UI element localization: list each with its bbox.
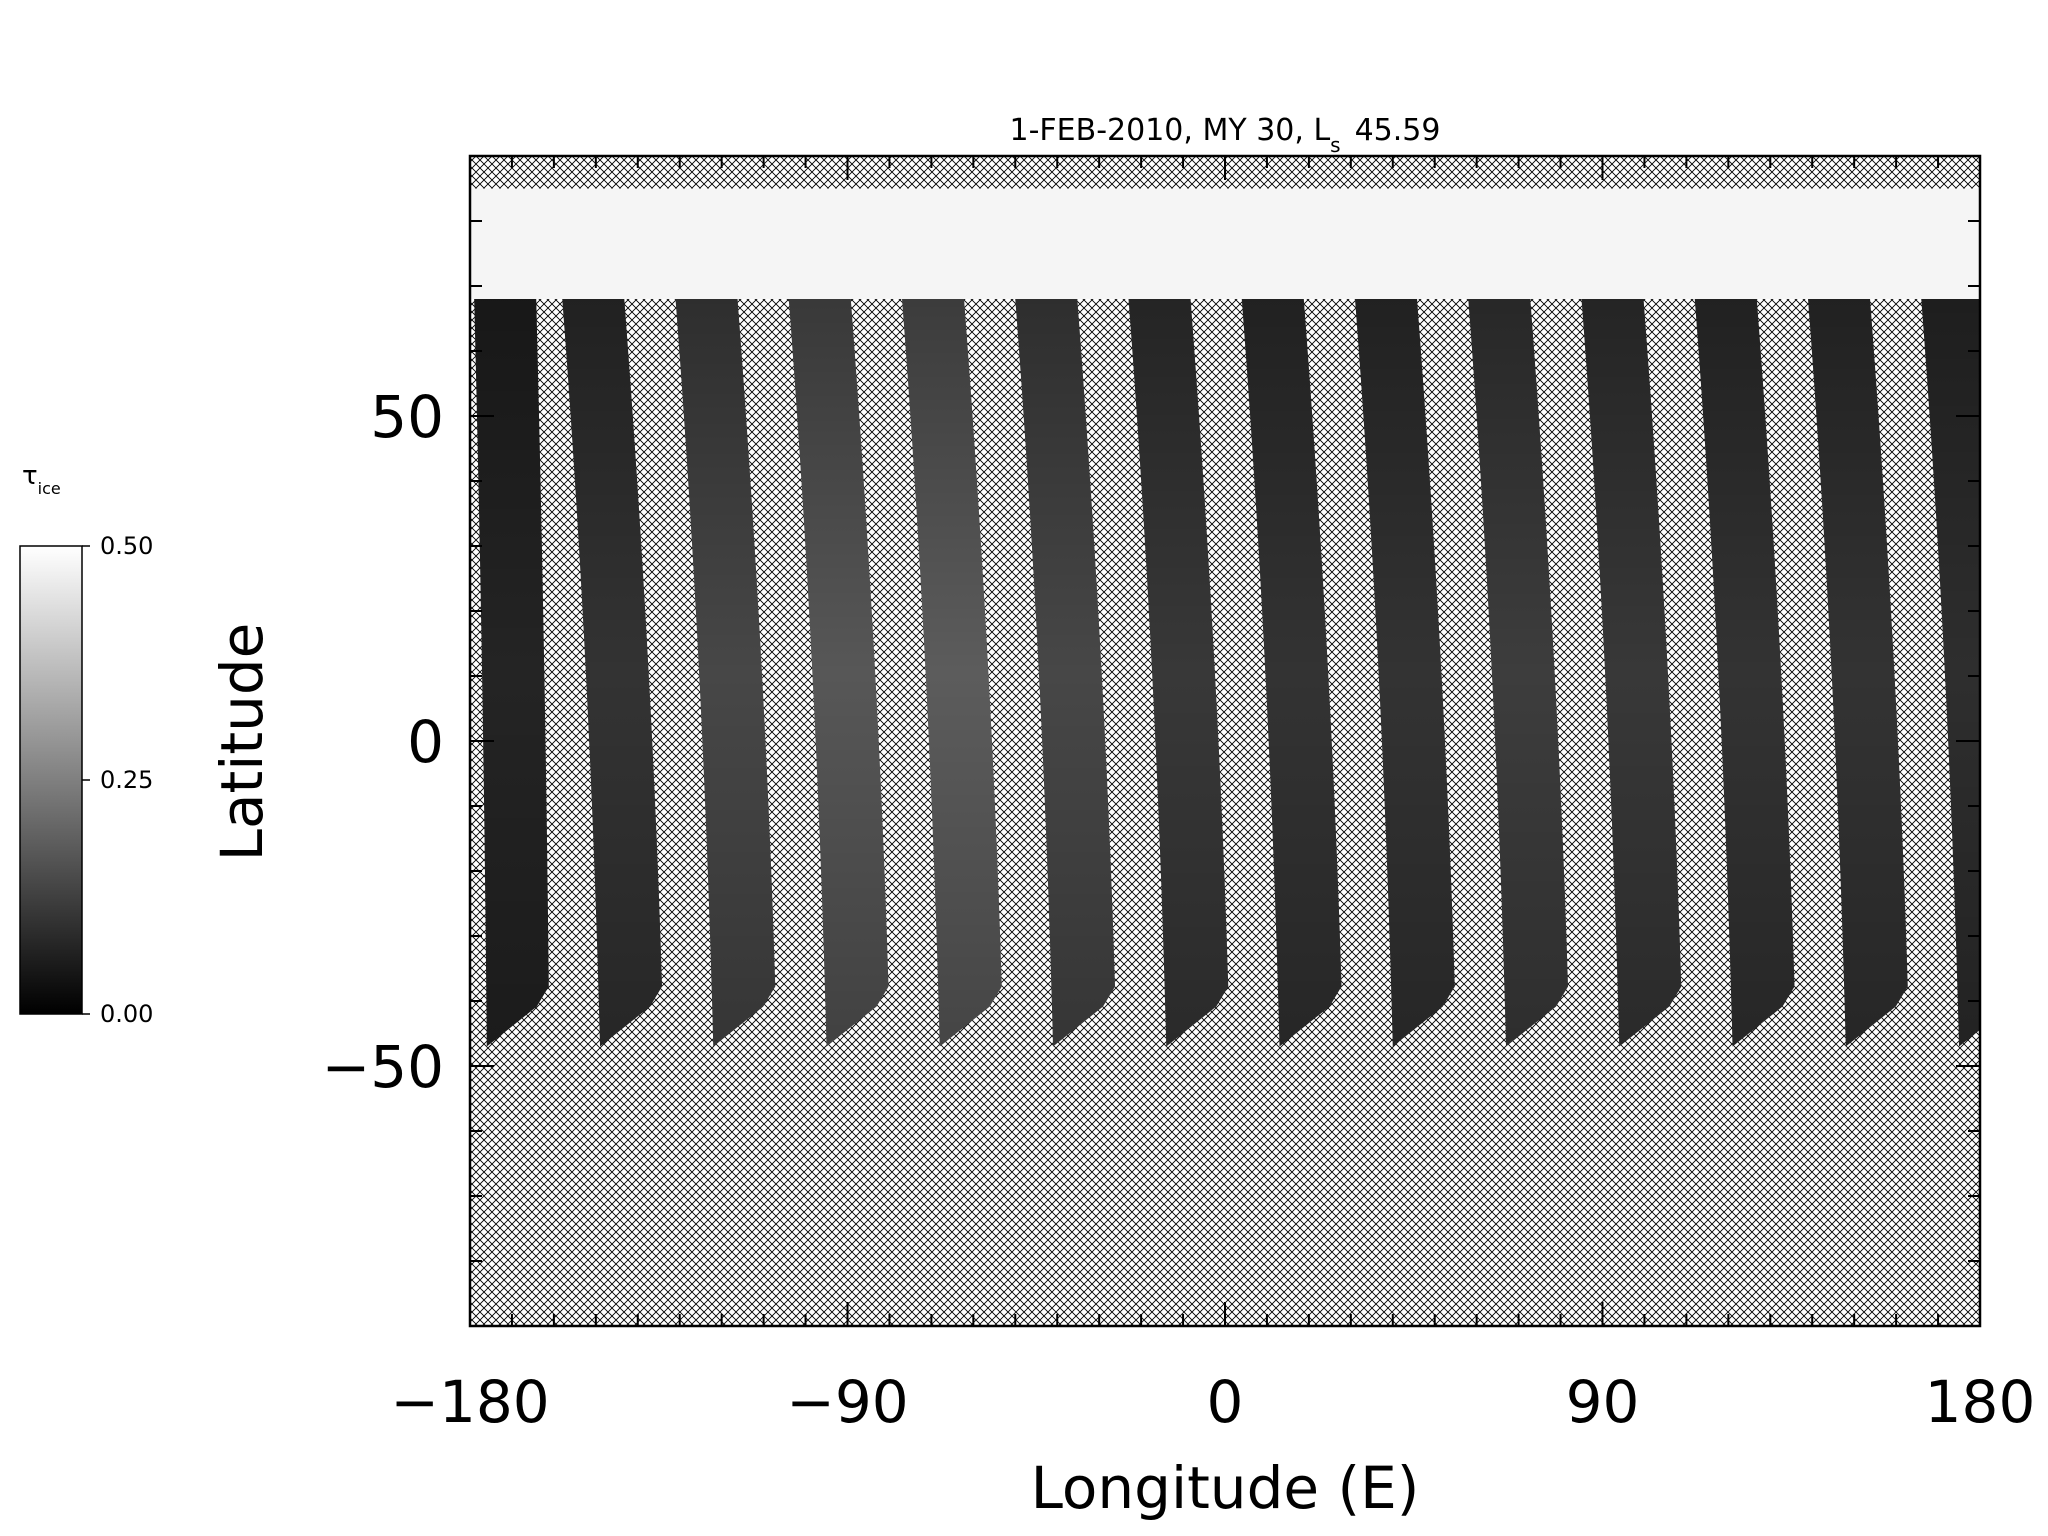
colorbar-label-symbol: τ: [22, 461, 38, 491]
swath-shade-14: [1921, 299, 1980, 1047]
y-axis: −50 0 50: [322, 155, 1980, 1327]
colorbar-ticks: 0.50 0.25 0.00: [82, 532, 153, 1028]
colorbar-tick-label: 0.50: [100, 532, 153, 560]
y-tick-label: 50: [370, 383, 444, 451]
chart-title-value: 45.59: [1355, 113, 1441, 148]
chart-title-subscript: s: [1330, 133, 1340, 157]
x-tick-label: −90: [786, 1368, 908, 1436]
swath-shade-2: [562, 299, 663, 1047]
colorbar-label-subscript: ice: [38, 479, 61, 498]
swath-group: [474, 299, 1980, 1047]
chart-title-text: 1-FEB-2010, MY 30, L: [1010, 113, 1331, 148]
chart-title: 1-FEB-2010, MY 30, Ls 45.59: [1010, 113, 1441, 157]
swath-shade-9: [1355, 299, 1455, 1047]
x-axis: −180 −90 0 90 180: [390, 156, 2035, 1436]
swath-shade-7: [1128, 299, 1229, 1047]
swath-shade-6: [1015, 299, 1116, 1047]
y-axis-label: Latitude: [208, 623, 276, 862]
north-polar-cloud-cap: [470, 188, 1980, 299]
colorbar-tick-label: 0.25: [100, 766, 153, 794]
swath-shade-11: [1581, 299, 1682, 1047]
colorbar: τice 0.50 0.25 0.00: [19, 461, 153, 1028]
swath-shade-3: [675, 299, 776, 1047]
swath-shade-13: [1808, 299, 1908, 1047]
colorbar-tick-label: 0.00: [100, 1000, 153, 1028]
y-tick-label: 0: [407, 708, 444, 776]
x-tick-label: 0: [1207, 1368, 1244, 1436]
plot-area: [470, 156, 1980, 1326]
x-tick-label: −180: [390, 1368, 549, 1436]
colorbar-gradient: [19, 545, 83, 1015]
swath-shade-10: [1468, 299, 1569, 1047]
y-tick-label: −50: [322, 1033, 444, 1101]
swath-shade-8: [1241, 299, 1342, 1047]
swath-shade-5: [902, 299, 1002, 1047]
x-tick-label: 180: [1925, 1368, 2036, 1436]
swath-shade-4: [788, 299, 889, 1047]
x-tick-label: 90: [1566, 1368, 1640, 1436]
swath-shade-12: [1694, 299, 1795, 1047]
swath-shade-1: [474, 299, 549, 1047]
x-axis-label: Longitude (E): [1031, 1454, 1420, 1522]
colorbar-label: τice: [22, 461, 61, 498]
